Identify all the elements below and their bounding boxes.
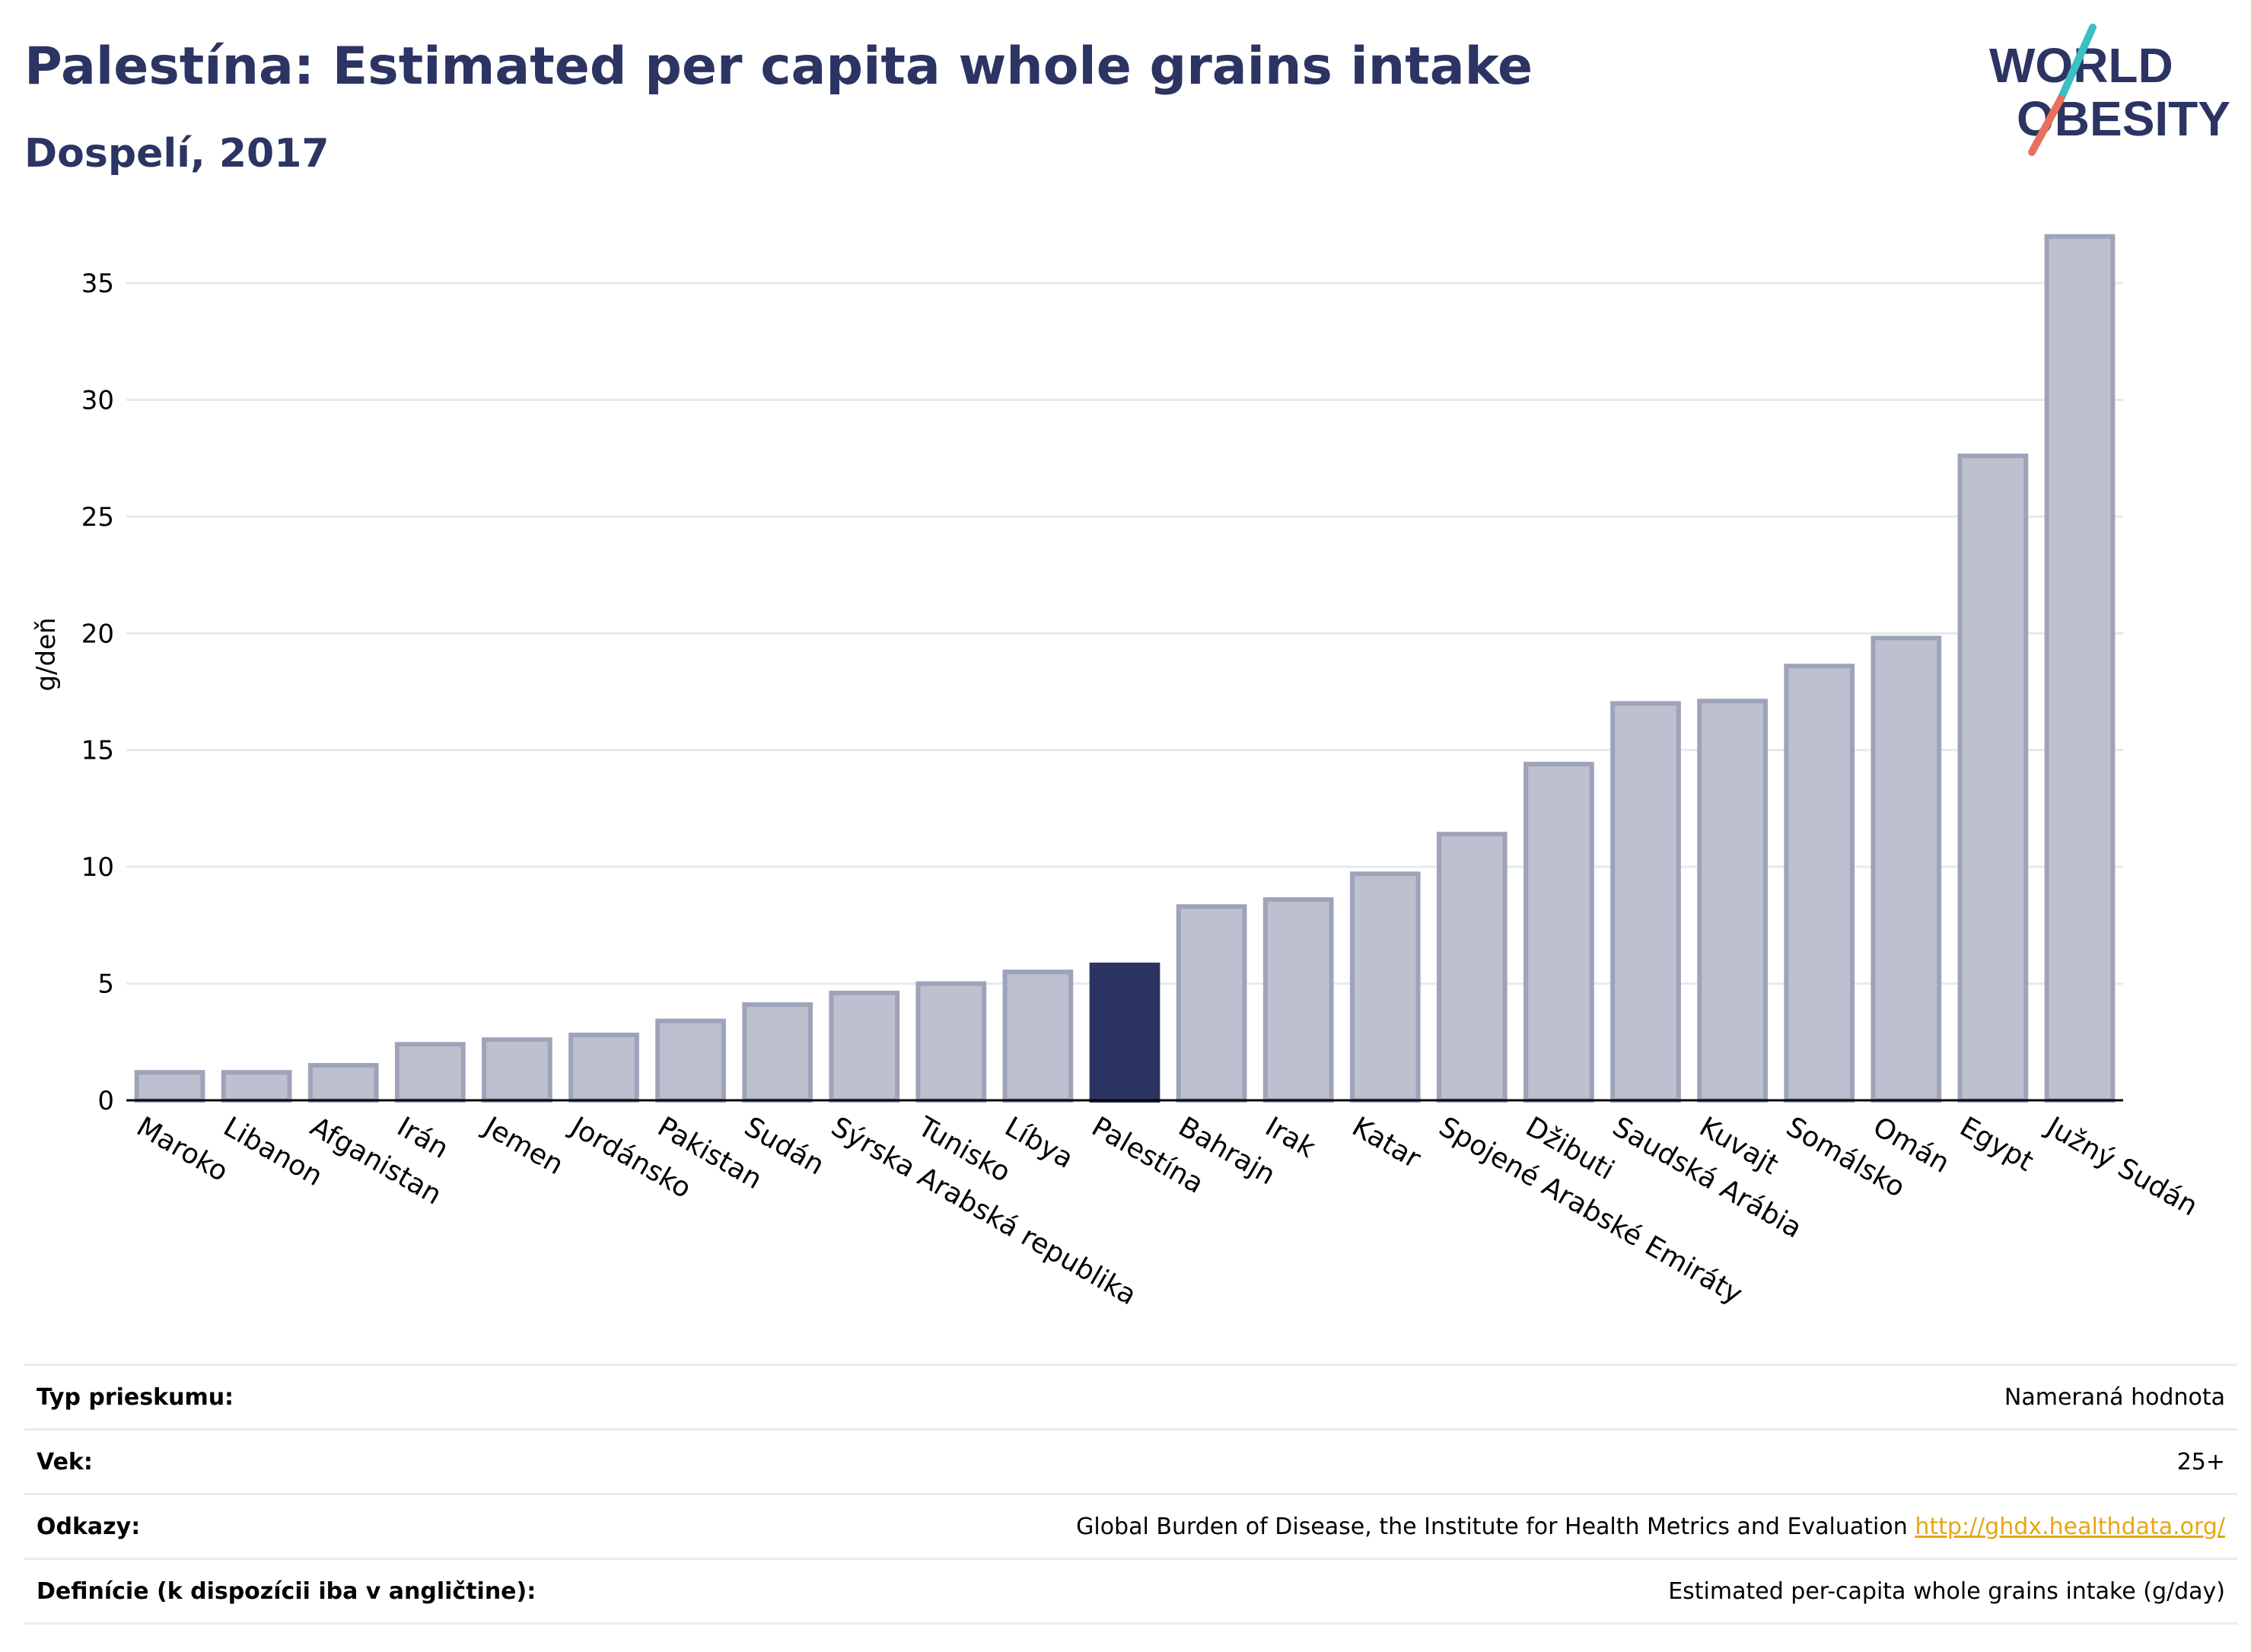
page-title: Palestína: Estimated per capita whole gr… bbox=[24, 37, 1533, 97]
y-tick-label: 15 bbox=[81, 736, 114, 766]
x-tick-label: Južný Sudán bbox=[2040, 1110, 2203, 1222]
info-value-text: Nameraná hodnota bbox=[2004, 1383, 2225, 1411]
bar[interactable] bbox=[1784, 664, 1855, 1103]
source-link[interactable]: http://ghdx.healthdata.org/ bbox=[1915, 1513, 2225, 1540]
info-value-text: Estimated per-capita whole grains intake… bbox=[1668, 1577, 2225, 1605]
bar[interactable] bbox=[1436, 832, 1508, 1103]
x-tick-label: Irak bbox=[1260, 1111, 1321, 1164]
info-row-survey-type: Typ prieskumu: Nameraná hodnota bbox=[24, 1364, 2237, 1430]
y-tick-label: 30 bbox=[81, 385, 114, 415]
y-tick-label: 5 bbox=[97, 969, 114, 1000]
bar[interactable] bbox=[134, 1070, 205, 1103]
info-row-age: Vek: 25+ bbox=[24, 1428, 2237, 1494]
bar[interactable] bbox=[1349, 871, 1421, 1103]
bar[interactable] bbox=[307, 1062, 379, 1103]
y-tick-label: 10 bbox=[81, 852, 114, 883]
info-value-text: 25+ bbox=[2176, 1448, 2225, 1475]
bar[interactable] bbox=[1871, 635, 1942, 1103]
bar[interactable] bbox=[742, 1002, 813, 1103]
x-tick-label: Jemen bbox=[477, 1110, 568, 1181]
info-row-definitions: Definície (k dispozícii iba v angličtine… bbox=[24, 1558, 2237, 1625]
bar[interactable] bbox=[482, 1037, 552, 1103]
info-table: Typ prieskumu: Nameraná hodnota Vek: 25+… bbox=[24, 1364, 2237, 1625]
info-value: Nameraná hodnota bbox=[707, 1364, 2237, 1430]
info-row-references: Odkazy: Global Burden of Disease, the In… bbox=[24, 1493, 2237, 1559]
bar[interactable] bbox=[568, 1033, 639, 1103]
bar[interactable] bbox=[915, 981, 987, 1103]
y-tick-label: 25 bbox=[81, 502, 114, 533]
bar[interactable] bbox=[221, 1070, 292, 1103]
bar[interactable] bbox=[1089, 963, 1161, 1103]
y-tick-label: 0 bbox=[97, 1086, 114, 1116]
world-obesity-logo: WORLD OBESITY bbox=[1989, 24, 2230, 156]
y-tick-label: 35 bbox=[81, 269, 114, 299]
bar[interactable] bbox=[829, 990, 900, 1103]
x-tick-label: Libanon bbox=[218, 1111, 328, 1192]
bar[interactable] bbox=[655, 1018, 726, 1103]
x-tick-label: Egypt bbox=[1954, 1111, 2038, 1177]
bar-chart: 0 5 10 15 20 25 30 35 MarokoLibanonAfganistanIr… bbox=[31, 234, 2203, 1311]
bar[interactable] bbox=[1176, 904, 1247, 1103]
bar[interactable] bbox=[1610, 701, 1681, 1103]
x-tick-label: Maroko bbox=[132, 1111, 234, 1188]
bar[interactable] bbox=[1697, 699, 1768, 1103]
bar[interactable] bbox=[2044, 234, 2116, 1103]
y-tick-label: 20 bbox=[81, 619, 114, 649]
info-label: Vek: bbox=[24, 1428, 708, 1494]
bar[interactable] bbox=[1262, 897, 1334, 1103]
info-label: Typ prieskumu: bbox=[24, 1364, 708, 1430]
y-axis-label: g/deň bbox=[31, 617, 62, 691]
info-label: Odkazy: bbox=[24, 1493, 708, 1559]
info-value: Estimated per-capita whole grains intake… bbox=[707, 1558, 2237, 1625]
bar[interactable] bbox=[394, 1042, 466, 1103]
x-tick-label: Katar bbox=[1347, 1111, 1426, 1175]
info-value-text: Global Burden of Disease, the Institute … bbox=[1076, 1513, 1908, 1540]
y-axis-ticks: 0 5 10 15 20 25 30 35 bbox=[81, 269, 114, 1116]
bar[interactable] bbox=[1957, 454, 2029, 1103]
bar[interactable] bbox=[1002, 969, 1074, 1103]
info-label: Definície (k dispozícii iba v angličtine… bbox=[24, 1558, 708, 1625]
page-subtitle: Dospelí, 2017 bbox=[24, 131, 330, 177]
bar[interactable] bbox=[1523, 762, 1594, 1103]
bars bbox=[126, 234, 2123, 1103]
info-value: 25+ bbox=[707, 1428, 2237, 1494]
info-value: Global Burden of Disease, the Institute … bbox=[707, 1493, 2237, 1559]
